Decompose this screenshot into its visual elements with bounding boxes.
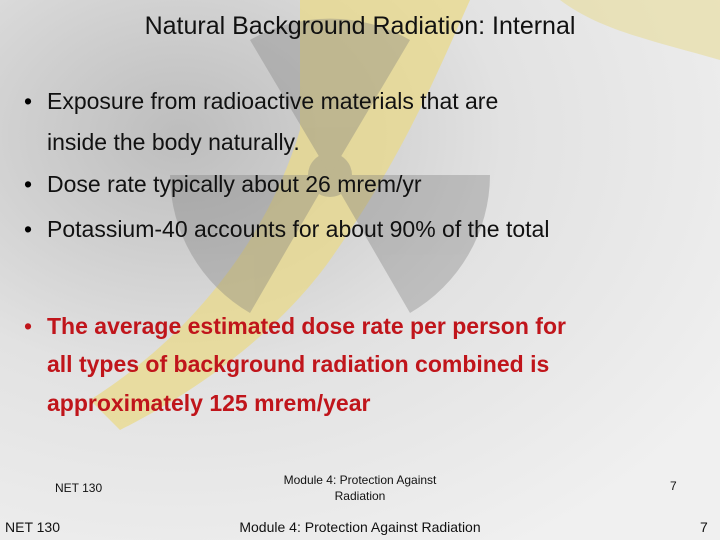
- footer-module: Module 4: Protection Against Radiation: [239, 519, 481, 535]
- footer-course: NET 130: [5, 519, 60, 535]
- bullet: •: [24, 171, 33, 197]
- swoosh-top: [560, 0, 720, 60]
- bullet-text: Exposure from radioactive materials that…: [47, 88, 499, 114]
- highlight-text: all types of background radiation combin…: [47, 351, 550, 377]
- bullet: •: [24, 216, 33, 242]
- trefoil: [170, 18, 490, 313]
- highlight-text: approximately 125 mrem/year: [47, 390, 371, 416]
- footer-module: Module 4: Protection Against: [283, 473, 437, 487]
- highlight-text: The average estimated dose rate per pers…: [47, 313, 566, 339]
- bullet-text: Potassium-40 accounts for about 90% of t…: [47, 216, 550, 242]
- bullet: •: [24, 88, 33, 114]
- bullet-text: Dose rate typically about 26 mrem/yr: [47, 171, 422, 197]
- page-number: 7: [670, 479, 677, 493]
- page-number: 7: [700, 519, 708, 535]
- footer-course: NET 130: [55, 481, 103, 495]
- title: Natural Background Radiation: Internal: [144, 12, 576, 40]
- swoosh: [90, 0, 470, 430]
- bullet-text: inside the body naturally.: [47, 129, 300, 155]
- bullet: •: [24, 313, 33, 339]
- footer-module: Radiation: [334, 489, 386, 503]
